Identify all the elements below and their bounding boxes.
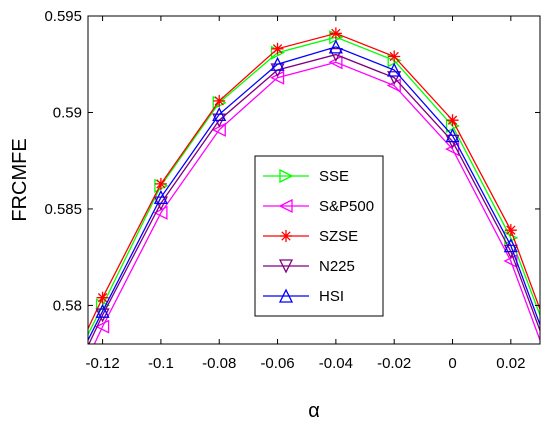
x-tick-label: -0.1 [148, 355, 174, 372]
legend: SSE S&P500 SZSE N225 HSI [255, 156, 383, 316]
x-tick-label: -0.12 [85, 355, 119, 372]
y-axis-title: FRCMFE [9, 138, 31, 221]
legend-marker-szse [280, 230, 292, 242]
x-tick-label: 0 [448, 355, 456, 372]
x-tick-label: -0.04 [319, 355, 353, 372]
legend-label-hsi: HSI [319, 288, 344, 305]
y-tick-label: 0.595 [44, 8, 82, 25]
y-tick-label: 0.59 [53, 104, 82, 121]
y-tick-label: 0.585 [44, 201, 82, 218]
x-tick-label: 0.02 [496, 355, 525, 372]
legend-label-s-p500: S&P500 [319, 198, 374, 215]
legend-label-szse: SZSE [319, 228, 358, 245]
data-point-szse [155, 178, 167, 190]
x-tick-label: -0.02 [377, 355, 411, 372]
x-tick-label: -0.08 [202, 355, 236, 372]
x-tick-label: -0.06 [260, 355, 294, 372]
data-point-szse [505, 224, 517, 236]
x-axis-title: α [308, 400, 320, 422]
legend-label-n225: N225 [319, 258, 355, 275]
legend-label-sse: SSE [319, 168, 349, 185]
data-point-szse [213, 95, 225, 107]
y-tick-label: 0.58 [53, 297, 82, 314]
